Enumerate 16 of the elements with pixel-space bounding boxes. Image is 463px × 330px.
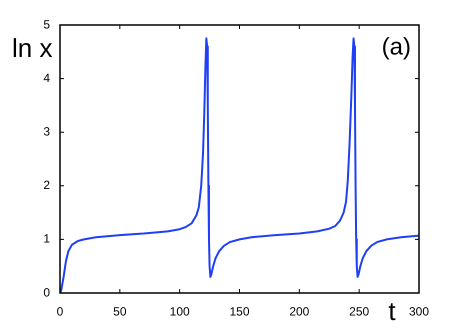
x-tick-label: 250 [349,304,370,319]
x-tick-label: 300 [408,304,430,319]
x-tick-label: 150 [229,304,250,319]
x-tick-label: 100 [170,304,190,319]
y-tick-label: 2 [43,178,50,192]
x-tick-label: 200 [289,304,310,319]
x-tick-label: 50 [113,304,127,319]
x-axis-title: t [388,296,396,326]
y-tick-label: 5 [43,17,50,32]
y-axis-title: ln x [12,33,52,64]
annotation: (a) [382,34,411,61]
y-tick-label: 3 [43,124,50,139]
y-tick-label: 0 [43,285,50,300]
y-tick-label: 4 [43,70,50,85]
y-tick-label: 1 [43,232,50,246]
x-tick-label: 0 [56,304,64,319]
